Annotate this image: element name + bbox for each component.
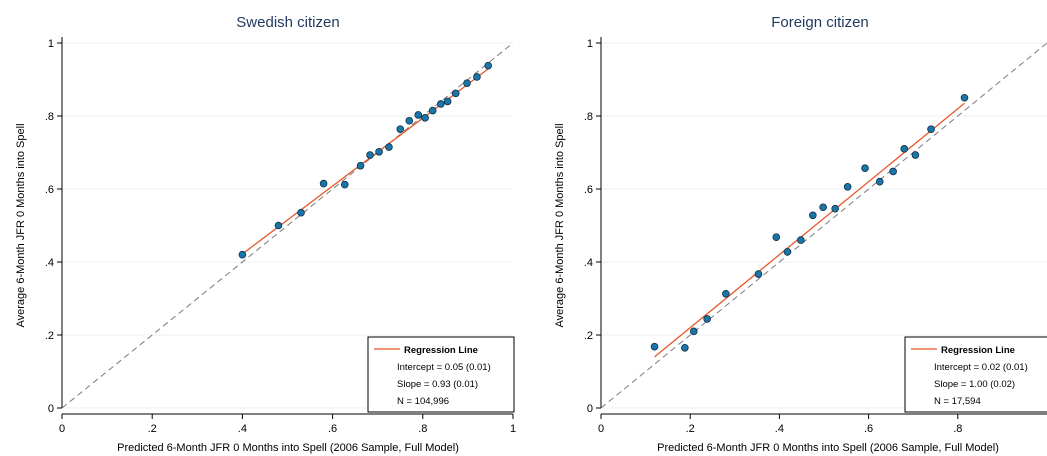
data-point <box>722 289 730 298</box>
y-tick-label: 0 <box>48 403 54 415</box>
y-axis-label: Average 6-Month JFR 0 Months into Spell <box>554 123 566 327</box>
data-point <box>809 211 817 220</box>
data-point <box>650 342 659 351</box>
data-point <box>960 93 969 102</box>
legend-box <box>904 336 1047 413</box>
x-tick-label: .4 <box>238 423 247 435</box>
y-tick-label: .4 <box>45 257 54 269</box>
data-point <box>437 100 445 108</box>
x-tick-label: .2 <box>148 423 157 435</box>
data-point <box>843 183 852 191</box>
data-point <box>911 151 920 159</box>
data-point <box>689 327 698 336</box>
y-tick-label: .4 <box>584 257 593 269</box>
y-tick-label: 0 <box>587 403 593 415</box>
legend-intercept: Intercept = 0.02 (0.01) <box>934 362 1028 373</box>
x-tick-label: 0 <box>59 423 65 435</box>
data-point <box>385 143 393 151</box>
legend-entry: Regression Line <box>404 345 478 356</box>
x-tick-label: .6 <box>328 423 337 435</box>
y-tick-label: .8 <box>45 111 54 123</box>
legend-intercept: Intercept = 0.05 (0.01) <box>397 362 491 373</box>
chart-panel-swedish: 0 .2 .4 .6 .8 1 0 .2 .4 .6 .8 1 Swedish citizen Predi… <box>15 14 516 454</box>
legend: Regression Line Intercept = 0.05 (0.01) Sl… <box>367 336 515 413</box>
data-point <box>443 97 452 106</box>
data-point <box>703 315 711 323</box>
legend: Regression Line Intercept = 0.02 (0.01) Sl… <box>904 336 1047 413</box>
data-point <box>356 161 365 170</box>
legend-slope: Slope = 1.00 (0.02) <box>934 379 1015 390</box>
data-point <box>772 233 781 241</box>
x-tick-label: .8 <box>418 423 427 435</box>
data-point <box>783 247 792 256</box>
y-tick-label: 1 <box>48 38 54 50</box>
y-tick-label: 1 <box>587 38 593 50</box>
data-point <box>473 73 481 81</box>
data-point <box>297 208 305 217</box>
data-point <box>831 204 839 213</box>
data-point <box>405 116 414 125</box>
data-point <box>819 203 827 212</box>
data-point <box>451 89 460 98</box>
data-point <box>375 147 383 156</box>
legend-entry: Regression Line <box>941 345 1015 356</box>
data-point <box>421 114 429 122</box>
legend-n: N = 104,996 <box>397 396 449 407</box>
data-point <box>463 79 471 87</box>
regression-line <box>654 102 965 358</box>
legend-slope: Slope = 0.93 (0.01) <box>397 379 478 390</box>
y-tick-label: .6 <box>584 184 593 196</box>
x-axis-label: Predicted 6-Month JFR 0 Months into Spel… <box>117 442 459 454</box>
data-point <box>900 145 909 153</box>
diagonal-reference-line <box>601 42 1047 408</box>
data-point <box>414 111 423 119</box>
data-point <box>340 180 349 189</box>
data-point <box>797 236 805 244</box>
plot-area <box>62 42 513 408</box>
y-tick-label: .8 <box>584 111 593 123</box>
x-tick-label: 0 <box>598 423 604 435</box>
chart-title: Swedish citizen <box>236 14 339 31</box>
data-point <box>927 125 935 133</box>
y-axis-label: Average 6-Month JFR 0 Months into Spell <box>15 123 27 327</box>
y-tick-label: .2 <box>45 330 54 342</box>
data-point <box>366 151 374 159</box>
x-tick-label: .4 <box>775 423 784 435</box>
data-point <box>428 106 437 115</box>
y-tick-label: .2 <box>584 330 593 342</box>
chart-panel-foreign: 0 .2 .4 .6 .8 1 0 .2 .4 .6 .8 Foreign citizen Predic… <box>554 14 1047 454</box>
data-point <box>754 270 763 278</box>
data-point <box>861 164 869 172</box>
data-point <box>319 179 328 188</box>
data-point <box>889 167 897 176</box>
x-tick-label: .8 <box>953 423 962 435</box>
chart-title: Foreign citizen <box>771 14 869 31</box>
data-point <box>484 61 492 70</box>
data-point <box>681 343 689 352</box>
data-point <box>396 125 405 133</box>
x-tick-label: .6 <box>864 423 873 435</box>
x-axis-label: Predicted 6-Month JFR 0 Months into Spel… <box>657 442 999 454</box>
x-tick-label: 1 <box>510 423 516 435</box>
data-point <box>274 221 283 230</box>
plot-area <box>601 42 1047 408</box>
y-tick-label: .6 <box>45 184 54 196</box>
legend-n: N = 17,594 <box>934 396 981 407</box>
data-point <box>875 177 884 186</box>
data-point <box>238 250 247 259</box>
x-tick-label: .2 <box>686 423 695 435</box>
